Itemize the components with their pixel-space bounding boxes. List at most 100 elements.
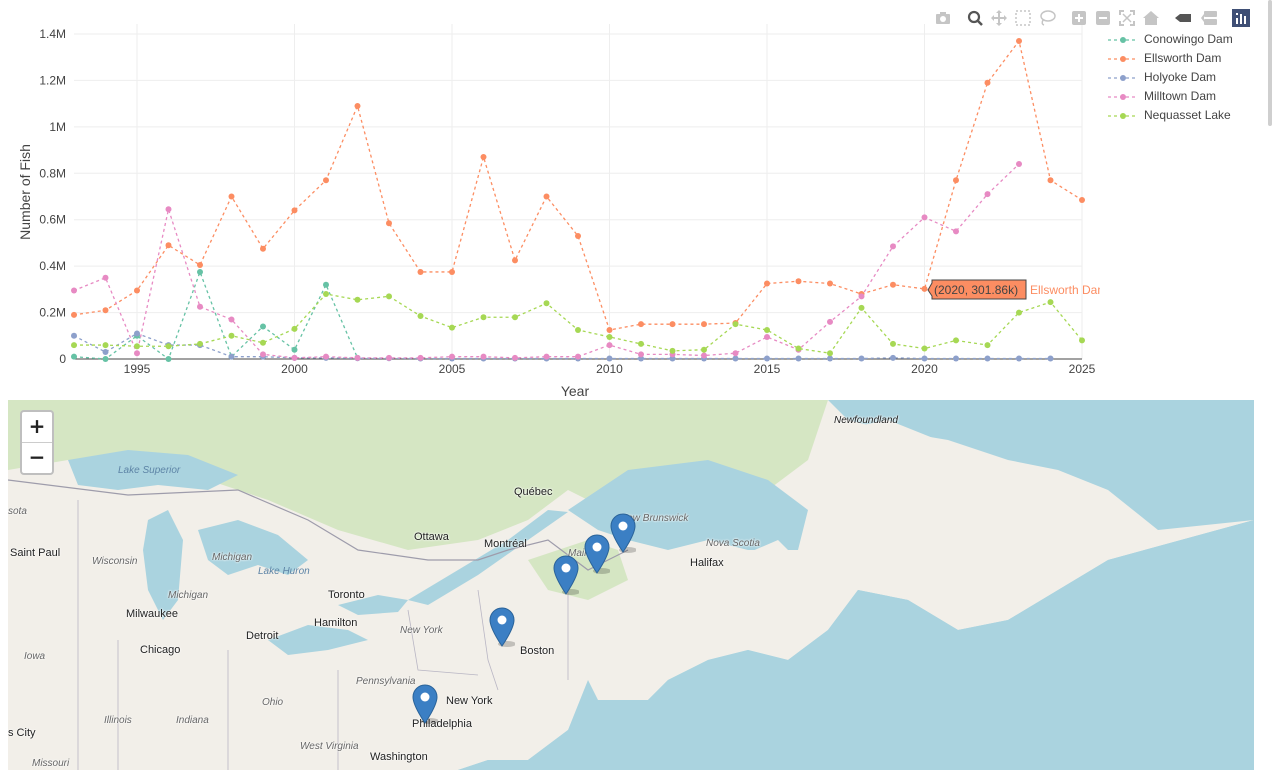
data-point[interactable] — [512, 257, 518, 264]
data-point[interactable] — [543, 193, 550, 200]
data-point[interactable] — [669, 355, 676, 362]
data-point[interactable] — [291, 346, 298, 353]
hover-closest-icon[interactable] — [1174, 9, 1192, 27]
data-point[interactable] — [354, 296, 361, 303]
data-point[interactable] — [228, 332, 235, 339]
data-point[interactable] — [575, 326, 581, 333]
data-point[interactable] — [890, 243, 896, 250]
location-marker[interactable] — [553, 555, 580, 595]
data-point[interactable] — [890, 340, 896, 347]
zoom-in-button[interactable]: + — [22, 412, 52, 443]
data-point[interactable] — [1079, 337, 1085, 344]
data-point[interactable] — [417, 268, 424, 275]
data-point[interactable] — [449, 268, 455, 275]
data-point[interactable] — [606, 342, 613, 349]
data-point[interactable] — [71, 332, 77, 339]
data-point[interactable] — [165, 343, 172, 350]
data-point[interactable] — [638, 321, 644, 328]
data-point[interactable] — [764, 355, 770, 362]
hover-compare-icon[interactable] — [1200, 9, 1218, 27]
data-point[interactable] — [1047, 355, 1054, 362]
data-point[interactable] — [1016, 355, 1022, 362]
data-point[interactable] — [575, 353, 581, 360]
data-point[interactable] — [890, 281, 896, 288]
data-point[interactable] — [386, 220, 392, 227]
data-point[interactable] — [102, 356, 109, 362]
data-point[interactable] — [543, 300, 550, 307]
data-point[interactable] — [102, 349, 109, 356]
data-point[interactable] — [953, 177, 959, 184]
data-point[interactable] — [480, 353, 487, 360]
data-point[interactable] — [543, 353, 550, 360]
page-scrollbar[interactable] — [1268, 0, 1272, 126]
data-point[interactable] — [764, 333, 770, 340]
data-point[interactable] — [827, 280, 833, 287]
data-point[interactable] — [732, 350, 739, 357]
data-point[interactable] — [71, 287, 77, 294]
data-point[interactable] — [197, 261, 203, 268]
data-point[interactable] — [921, 285, 928, 292]
data-point[interactable] — [134, 350, 140, 357]
data-point[interactable] — [197, 268, 203, 275]
data-point[interactable] — [102, 342, 109, 349]
autoscale-icon[interactable] — [1118, 9, 1136, 27]
map[interactable]: + − Québec Ottawa Montréal Toronto Hamil… — [8, 400, 1254, 770]
data-point[interactable] — [386, 354, 392, 361]
data-point[interactable] — [165, 206, 172, 213]
data-point[interactable] — [890, 354, 896, 361]
data-point[interactable] — [71, 342, 77, 349]
data-point[interactable] — [921, 355, 928, 362]
data-point[interactable] — [606, 333, 613, 340]
plotly-logo-icon[interactable] — [1232, 9, 1250, 27]
zoom-icon[interactable] — [966, 9, 984, 27]
data-point[interactable] — [354, 102, 361, 109]
data-point[interactable] — [1079, 196, 1085, 203]
data-point[interactable] — [260, 339, 266, 346]
data-point[interactable] — [480, 314, 487, 321]
zoom-in-icon[interactable] — [1070, 9, 1088, 27]
data-point[interactable] — [638, 355, 644, 362]
data-point[interactable] — [953, 337, 959, 344]
data-point[interactable] — [417, 354, 424, 361]
data-point[interactable] — [323, 353, 329, 360]
data-point[interactable] — [764, 280, 770, 287]
data-point[interactable] — [858, 355, 865, 362]
data-point[interactable] — [323, 291, 329, 297]
data-point[interactable] — [1047, 177, 1054, 184]
data-point[interactable] — [984, 342, 991, 349]
camera-icon[interactable] — [934, 9, 952, 27]
data-point[interactable] — [764, 326, 770, 333]
data-point[interactable] — [984, 79, 991, 86]
data-point[interactable] — [228, 353, 235, 360]
pan-icon[interactable] — [990, 9, 1008, 27]
reset-axes-icon[interactable] — [1142, 9, 1160, 27]
data-point[interactable] — [606, 355, 613, 362]
zoom-out-icon[interactable] — [1094, 9, 1112, 27]
location-marker[interactable] — [412, 684, 439, 724]
data-point[interactable] — [732, 321, 739, 328]
location-marker[interactable] — [584, 534, 611, 574]
data-point[interactable] — [228, 316, 235, 323]
data-point[interactable] — [795, 355, 802, 362]
data-point[interactable] — [827, 318, 833, 325]
data-point[interactable] — [102, 274, 109, 281]
data-point[interactable] — [512, 314, 518, 321]
data-point[interactable] — [291, 354, 298, 361]
data-point[interactable] — [1047, 299, 1054, 306]
data-point[interactable] — [449, 324, 455, 331]
data-point[interactable] — [197, 340, 203, 347]
data-point[interactable] — [732, 355, 739, 362]
data-point[interactable] — [197, 303, 203, 310]
data-point[interactable] — [260, 245, 266, 252]
data-point[interactable] — [606, 326, 613, 333]
data-point[interactable] — [701, 352, 707, 359]
data-point[interactable] — [449, 353, 455, 360]
data-point[interactable] — [701, 321, 707, 328]
data-point[interactable] — [921, 214, 928, 221]
data-point[interactable] — [953, 355, 959, 362]
data-point[interactable] — [669, 347, 676, 354]
data-point[interactable] — [354, 354, 361, 361]
data-point[interactable] — [291, 207, 298, 214]
data-point[interactable] — [323, 281, 329, 288]
data-point[interactable] — [858, 304, 865, 311]
